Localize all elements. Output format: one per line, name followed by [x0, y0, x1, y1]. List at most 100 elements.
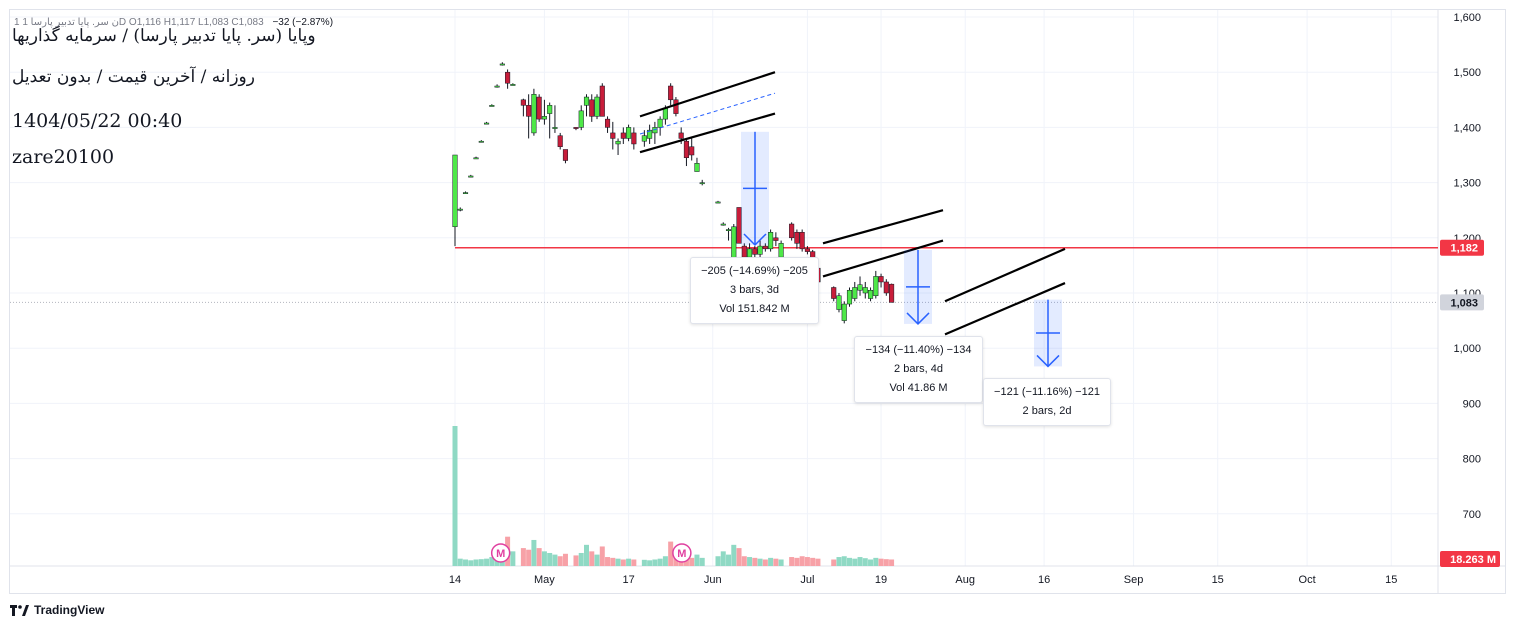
x-tick-label: 14: [449, 574, 461, 586]
volume-bar: [510, 551, 516, 566]
x-tick-label: Jun: [704, 574, 722, 586]
candle-body: [541, 116, 547, 120]
earnings-marker-label: M: [496, 548, 505, 560]
candle-body: [673, 99, 679, 114]
candle-body: [557, 135, 563, 147]
y-tick-label: 1,300: [1453, 178, 1481, 190]
y-tick-label: 1,600: [1453, 12, 1481, 24]
volume-bar: [757, 558, 763, 566]
measure-info-box: −205 (−14.69%) −205 3 bars, 3d Vol 151.842…: [690, 256, 819, 324]
earnings-marker: [672, 543, 692, 563]
channel-line: [639, 112, 776, 154]
candle-body: [594, 96, 600, 117]
candle-body: [668, 85, 674, 101]
candle-body: [462, 192, 469, 194]
volume-bar: [736, 548, 742, 566]
measure-info-line: Vol 151.842 M: [719, 302, 790, 315]
candle-body: [736, 207, 742, 244]
candle-body: [662, 107, 668, 120]
volume-bar: [541, 551, 547, 566]
measure-info-line: −121 (−11.16%) −121: [994, 386, 1100, 399]
volume-bar: [689, 557, 695, 566]
brand[interactable]: TradingView: [10, 603, 104, 617]
volume-bar: [452, 426, 458, 566]
volume-bar: [594, 554, 600, 566]
candle-body: [589, 99, 595, 117]
volume-bar: [468, 560, 474, 566]
candle-body: [536, 96, 542, 120]
volume-bar: [652, 559, 658, 566]
volume-bar: [841, 556, 847, 566]
measure-arrowhead: [1036, 354, 1060, 368]
candle-body: [831, 287, 837, 299]
candle-body: [752, 248, 758, 255]
candle-body: [583, 96, 590, 106]
volume-bar: [641, 559, 647, 566]
candle-body: [878, 276, 884, 283]
volume-bar: [562, 553, 568, 566]
measure-info-box: −134 (−11.40%) −134 2 bars, 4d Vol 41.86 M: [854, 335, 983, 403]
measure-info-line: 3 bars, 3d: [730, 283, 779, 296]
volume-bar: [536, 548, 542, 566]
volume-bar: [610, 557, 616, 566]
candle-body: [715, 201, 721, 204]
volume-bar: [878, 558, 884, 566]
candle-body: [626, 127, 632, 139]
candle-body: [747, 248, 753, 258]
volume-bar: [804, 557, 810, 566]
candle-body: [804, 248, 810, 252]
candle-body: [647, 129, 653, 139]
candle-body: [757, 245, 763, 255]
candle-body: [768, 232, 774, 250]
volume-bar: [836, 557, 842, 566]
volume-bar: [662, 556, 668, 566]
channel-line: [944, 247, 1066, 303]
volume-bar: [741, 556, 747, 566]
volume-bar: [794, 557, 800, 566]
candle-body: [841, 303, 847, 321]
candle-body: [562, 149, 569, 161]
volume-bar: [463, 559, 469, 566]
candle-body: [741, 245, 747, 258]
x-tick-label: 15: [1212, 574, 1224, 586]
candle-body: [573, 127, 579, 129]
chart-subtitle: روزانه / آخرین قیمت / بدون تعدیل: [12, 67, 255, 87]
price-change: −32 (−2.87%): [272, 17, 334, 28]
candle-body: [526, 105, 532, 117]
candle-body: [889, 283, 895, 303]
chart-canvas[interactable]: 1,6001,5001,4001,3001,2001,1001,00090080…: [0, 0, 1516, 600]
candle-body: [547, 105, 553, 114]
volume-bar: [852, 558, 858, 566]
candle-body: [725, 229, 732, 231]
x-tick-label: 15: [1385, 574, 1397, 586]
candle-body: [773, 237, 779, 241]
volume-bar: [862, 558, 868, 566]
volume-bar: [473, 559, 479, 566]
y-tick-label: 800: [1463, 454, 1481, 466]
measure-info-line: 2 bars, 4d: [894, 362, 943, 375]
ohlc-values: 1 ن سر. پایا تدبیر پارسا 1D O1,116 H1,11…: [14, 17, 264, 28]
horizontal-line-price-label: 1,182: [1450, 243, 1478, 255]
volume-bar: [626, 558, 632, 566]
candle-body: [799, 232, 805, 250]
candle-body: [620, 132, 626, 139]
candle-body: [494, 85, 500, 88]
x-tick-label: Sep: [1124, 574, 1144, 586]
measure-info-line: −205 (−14.69%) −205: [701, 264, 808, 277]
candle-body: [857, 284, 863, 291]
last-price-label: 1,083: [1450, 297, 1478, 309]
volume-bar: [478, 559, 484, 566]
x-tick-label: Aug: [955, 574, 975, 586]
volume-bar: [599, 546, 605, 566]
volume-bar: [715, 556, 721, 566]
volume-bar: [873, 557, 879, 566]
candle-body: [683, 140, 689, 159]
brand-name: TradingView: [34, 603, 105, 617]
candle-body: [731, 226, 737, 261]
candle-body: [852, 287, 858, 299]
horizontal-line-price-tag: [1440, 239, 1484, 256]
x-tick-label: May: [534, 574, 555, 586]
chart-frame: [9, 9, 1506, 594]
candle-body: [641, 135, 647, 142]
volume-bar: [589, 551, 595, 566]
